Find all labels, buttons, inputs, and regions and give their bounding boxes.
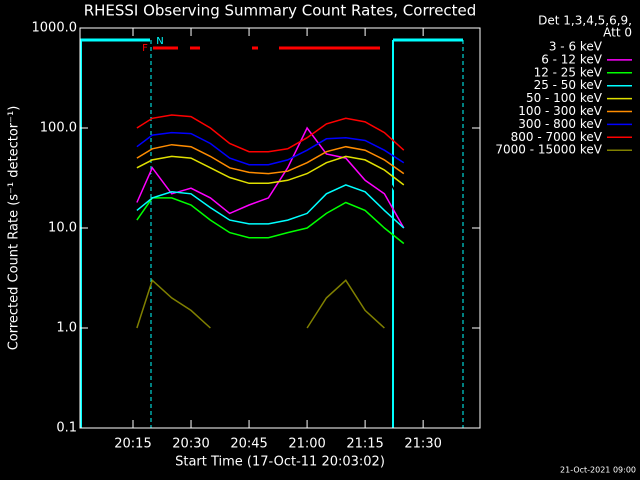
legend-title: Att 0 bbox=[603, 26, 632, 40]
legend-label: 3 - 6 keV bbox=[549, 40, 603, 54]
legend-label: 50 - 100 keV bbox=[526, 91, 603, 105]
x-tick-label: 21:30 bbox=[404, 437, 441, 452]
y-tick-label: 10.0 bbox=[48, 221, 77, 236]
instrument-flags: F N bbox=[80, 36, 464, 428]
y-tick-label: 1.0 bbox=[56, 321, 77, 336]
series-line bbox=[136, 114, 405, 153]
x-axis-label: Start Time (17-Oct-11 20:03:02) bbox=[175, 455, 385, 470]
legend-label: 800 - 7000 keV bbox=[511, 130, 603, 144]
series-line bbox=[136, 278, 385, 329]
y-tick-label: 0.1 bbox=[56, 421, 77, 436]
legend-label: 12 - 25 keV bbox=[534, 65, 603, 79]
chart-title: RHESSI Observing Summary Count Rates, Co… bbox=[84, 2, 477, 20]
legend-label: 25 - 50 keV bbox=[534, 78, 603, 92]
flare-label: F bbox=[142, 43, 148, 54]
series-line bbox=[136, 143, 405, 175]
legend-label: 6 - 12 keV bbox=[541, 52, 603, 66]
x-tick-label: 20:15 bbox=[114, 437, 151, 452]
x-tick-label: 21:00 bbox=[288, 437, 325, 452]
legend-title: Det 1,3,4,5,6,9, bbox=[538, 14, 632, 28]
series-line bbox=[136, 155, 405, 186]
series-line bbox=[136, 197, 405, 245]
x-tick-label: 20:45 bbox=[230, 437, 267, 452]
legend-label: 100 - 300 keV bbox=[518, 104, 602, 118]
y-tick-label: 100.0 bbox=[40, 121, 77, 136]
x-tick-label: 21:15 bbox=[346, 437, 383, 452]
footer: 21-Oct-2021 09:00 bbox=[560, 466, 636, 475]
series-line bbox=[136, 134, 405, 206]
series-line bbox=[136, 131, 405, 166]
series-line bbox=[136, 184, 405, 229]
y-tick-label: 1000.0 bbox=[32, 21, 78, 36]
legend-label: 300 - 800 keV bbox=[518, 117, 602, 131]
night-label: N bbox=[156, 36, 163, 47]
y-axis-label: Corrected Count Rate (s⁻¹ detector⁻¹) bbox=[7, 106, 22, 351]
legend-label: 7000 - 15000 keV bbox=[495, 143, 602, 157]
x-tick-label: 20:30 bbox=[172, 437, 209, 452]
